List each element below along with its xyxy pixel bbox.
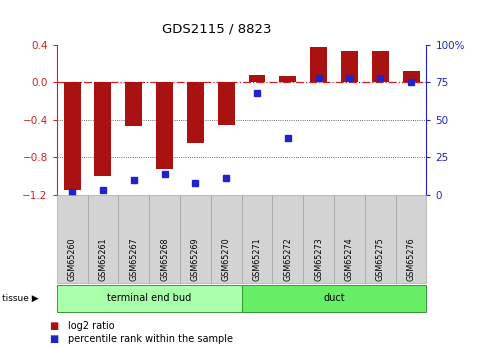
- Bar: [248, 75, 265, 82]
- Bar: [64, 82, 80, 190]
- Text: GSM65267: GSM65267: [129, 238, 138, 281]
- Text: GSM65276: GSM65276: [407, 238, 416, 281]
- Bar: [125, 82, 142, 127]
- Text: GSM65272: GSM65272: [283, 237, 292, 281]
- Text: ■: ■: [49, 321, 59, 331]
- Text: percentile rank within the sample: percentile rank within the sample: [68, 334, 233, 344]
- Bar: [403, 71, 420, 82]
- Text: GSM65274: GSM65274: [345, 238, 354, 281]
- Bar: [218, 82, 235, 125]
- Bar: [341, 51, 358, 82]
- Text: GSM65268: GSM65268: [160, 238, 169, 281]
- Text: log2 ratio: log2 ratio: [68, 321, 115, 331]
- Text: GSM65271: GSM65271: [252, 238, 261, 281]
- Bar: [95, 82, 111, 176]
- Text: GSM65261: GSM65261: [99, 238, 107, 281]
- Bar: [156, 82, 173, 169]
- Text: duct: duct: [323, 294, 345, 303]
- Bar: [372, 51, 388, 82]
- Text: GSM65270: GSM65270: [222, 238, 231, 281]
- Text: GSM65275: GSM65275: [376, 237, 385, 281]
- Text: terminal end bud: terminal end bud: [107, 294, 191, 303]
- Text: GSM65273: GSM65273: [314, 238, 323, 281]
- Text: GDS2115 / 8823: GDS2115 / 8823: [162, 22, 272, 36]
- Bar: [280, 76, 296, 82]
- Text: GSM65269: GSM65269: [191, 238, 200, 281]
- Bar: [310, 47, 327, 82]
- Bar: [187, 82, 204, 143]
- Text: ■: ■: [49, 334, 59, 344]
- Text: tissue ▶: tissue ▶: [2, 294, 39, 303]
- Text: GSM65260: GSM65260: [68, 238, 76, 281]
